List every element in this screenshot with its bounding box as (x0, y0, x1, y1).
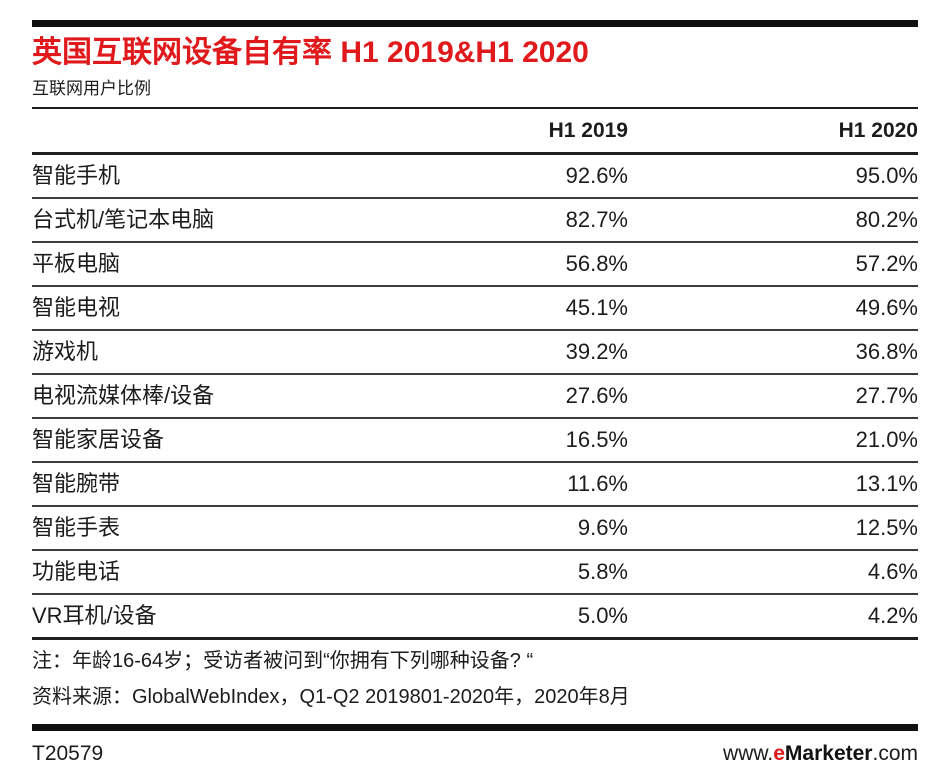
table-row: 游戏机 39.2% 36.8% (32, 330, 918, 375)
table-row: 智能手表 9.6% 12.5% (32, 506, 918, 551)
website-link[interactable]: www.eMarketer.com (723, 740, 918, 768)
device-label: 游戏机 (32, 330, 388, 375)
device-label: 智能手表 (32, 506, 388, 551)
source-text: 资料来源：GlobalWebIndex，Q1-Q2 2019801-2020年，… (32, 686, 630, 708)
device-label: 电视流媒体棒/设备 (32, 374, 388, 419)
device-ownership-table: H1 2019 H1 2020 智能手机 92.6% 95.0% 台式机/笔记本电脑 8… (32, 109, 918, 640)
device-label: 智能电视 (32, 286, 388, 331)
value-h1-2020: 80.2% (628, 198, 918, 243)
device-label: 智能手机 (32, 153, 388, 199)
value-h1-2019: 45.1% (388, 286, 628, 331)
value-h1-2020: 12.5% (628, 506, 918, 551)
value-h1-2020: 57.2% (628, 242, 918, 287)
value-h1-2020: 4.6% (628, 550, 918, 595)
device-label: 平板电脑 (32, 242, 388, 287)
value-h1-2019: 27.6% (388, 374, 628, 419)
table-row: 台式机/笔记本电脑 82.7% 80.2% (32, 198, 918, 243)
table-body: 智能手机 92.6% 95.0% 台式机/笔记本电脑 82.7% 80.2% 平板电脑 56.… (32, 153, 918, 640)
table-header-row: H1 2019 H1 2020 (32, 109, 918, 155)
footer-bar: T20579 www.eMarketer.com (32, 740, 918, 768)
page-subtitle: 互联网用户比例 (32, 78, 918, 109)
value-h1-2020: 27.7% (628, 374, 918, 419)
table-row: 智能手机 92.6% 95.0% (32, 153, 918, 199)
device-label: 功能电话 (32, 550, 388, 595)
value-h1-2019: 11.6% (388, 462, 628, 507)
table-row: 电视流媒体棒/设备 27.6% 27.7% (32, 374, 918, 419)
value-h1-2020: 36.8% (628, 330, 918, 375)
table-row: 平板电脑 56.8% 57.2% (32, 242, 918, 287)
value-h1-2019: 56.8% (388, 242, 628, 287)
value-h1-2019: 5.8% (388, 550, 628, 595)
column-header-h1-2020: H1 2020 (628, 109, 918, 155)
device-label: VR耳机/设备 (32, 594, 388, 640)
device-label: 台式机/笔记本电脑 (32, 198, 388, 243)
value-h1-2020: 21.0% (628, 418, 918, 463)
value-h1-2020: 13.1% (628, 462, 918, 507)
table-row: 智能家居设备 16.5% 21.0% (32, 418, 918, 463)
value-h1-2019: 39.2% (388, 330, 628, 375)
table-row: VR耳机/设备 5.0% 4.2% (32, 594, 918, 640)
bottom-divider (32, 724, 918, 731)
value-h1-2019: 92.6% (388, 153, 628, 199)
top-divider (32, 20, 918, 27)
value-h1-2020: 95.0% (628, 153, 918, 199)
column-header-h1-2019: H1 2019 (388, 109, 628, 155)
value-h1-2019: 82.7% (388, 198, 628, 243)
value-h1-2019: 16.5% (388, 418, 628, 463)
chart-id-label: T20579 (32, 742, 104, 765)
page-title: 英国互联网设备自有率 H1 2019&H1 2020 (32, 36, 589, 69)
value-h1-2020: 49.6% (628, 286, 918, 331)
table-row: 智能腕带 11.6% 13.1% (32, 462, 918, 507)
device-label: 智能家居设备 (32, 418, 388, 463)
website-brand: Marketer (784, 742, 873, 765)
table-row: 功能电话 5.8% 4.6% (32, 550, 918, 595)
value-h1-2020: 4.2% (628, 594, 918, 640)
value-h1-2019: 9.6% (388, 506, 628, 551)
value-h1-2019: 5.0% (388, 594, 628, 640)
device-label: 智能腕带 (32, 462, 388, 507)
website-suffix: .com (872, 742, 918, 765)
table-row: 智能电视 45.1% 49.6% (32, 286, 918, 331)
website-e-mark: e (773, 742, 785, 765)
footnote-text: 注：年龄16-64岁；受访者被问到“你拥有下列哪种设备? “ (32, 650, 534, 672)
website-prefix: www. (723, 742, 774, 765)
column-header-device (32, 109, 388, 155)
